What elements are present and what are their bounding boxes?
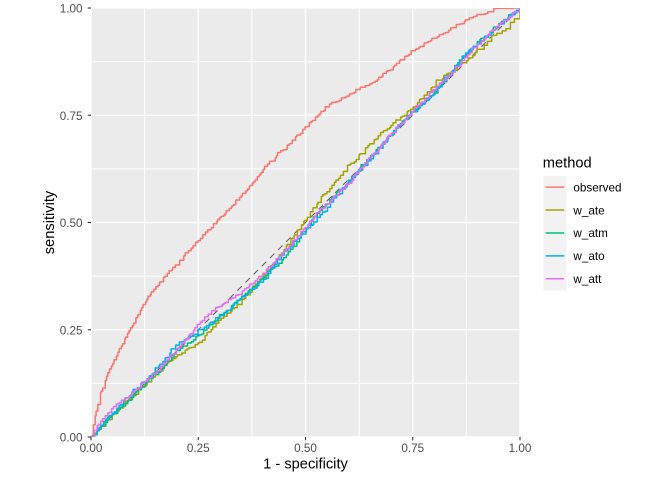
svg-text:0.25: 0.25 xyxy=(60,324,83,337)
svg-text:0.50: 0.50 xyxy=(60,217,83,230)
svg-text:1 - specificity: 1 - specificity xyxy=(263,457,348,473)
svg-text:sensitivity: sensitivity xyxy=(42,190,58,254)
svg-text:1.00: 1.00 xyxy=(509,442,532,455)
svg-text:1.00: 1.00 xyxy=(60,3,83,16)
svg-text:method: method xyxy=(543,155,592,171)
svg-text:w_ato: w_ato xyxy=(572,250,605,263)
svg-text:0.50: 0.50 xyxy=(294,442,317,455)
svg-text:w_atm: w_atm xyxy=(572,227,607,240)
svg-text:0.25: 0.25 xyxy=(187,442,210,455)
svg-text:0.00: 0.00 xyxy=(80,442,103,455)
svg-text:0.75: 0.75 xyxy=(401,442,424,455)
svg-text:w_ate: w_ate xyxy=(572,204,604,217)
svg-text:0.75: 0.75 xyxy=(60,110,83,123)
svg-text:0.00: 0.00 xyxy=(60,432,83,445)
svg-text:w_att: w_att xyxy=(572,273,602,286)
svg-text:observed: observed xyxy=(573,181,621,194)
